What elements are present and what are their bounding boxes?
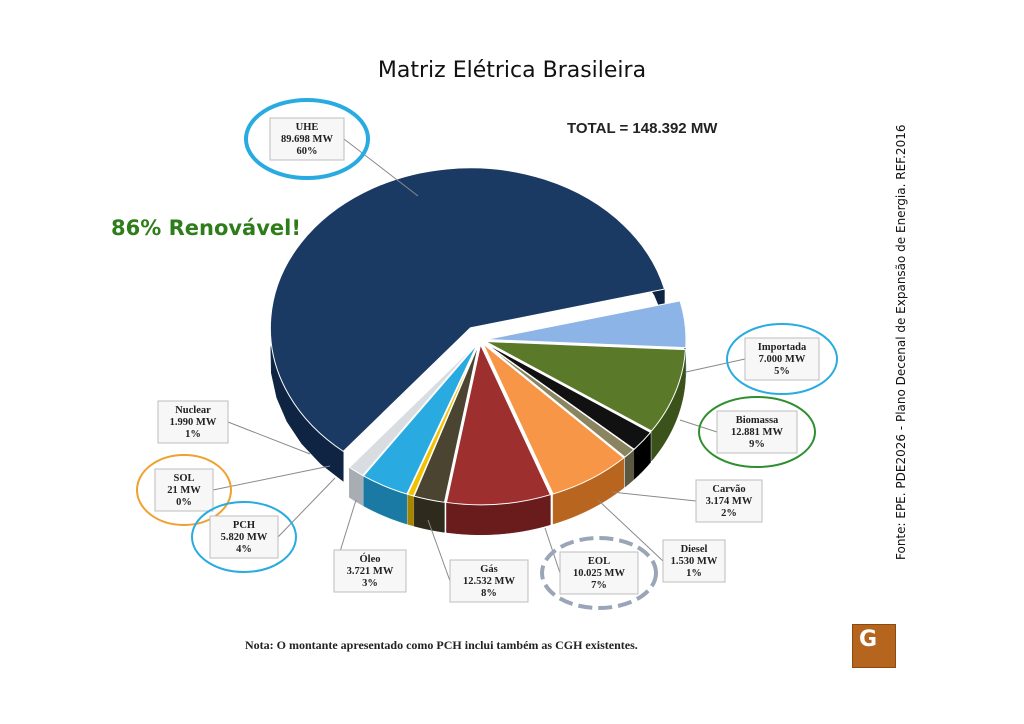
slice-label-name-nuclear: Nuclear [175, 405, 211, 416]
slice-label-pct-eol: 7% [591, 580, 607, 591]
slice-label-value-eol: 10.025 MW [573, 568, 625, 579]
slice-label-name-importada: Importada [758, 342, 807, 353]
pie-slice-pch [362, 343, 478, 495]
leader-line-pch [277, 477, 336, 538]
slice-label-value-nuclear: 1.990 MW [170, 417, 217, 428]
slice-label-name-uhe: UHE [296, 122, 319, 133]
slice-label-value-diesel: 1.530 MW [671, 556, 718, 567]
highlight-circle-biomassa [698, 396, 816, 468]
highlight-circle-uhe [244, 98, 370, 180]
slice-label-name-carvão: Carvão [712, 484, 745, 495]
slice-label-pct-gás: 8% [481, 588, 497, 599]
label-box-óleo [333, 549, 407, 593]
renewable-highlight: 86% Renovável! [111, 216, 301, 240]
slice-label-pct-importada: 5% [774, 366, 790, 377]
slice-label-name-sol: SOL [173, 473, 194, 484]
logo-letter: G [859, 627, 878, 652]
leader-line-importada [685, 358, 746, 373]
leader-line-diesel [597, 499, 664, 562]
pie-slice-importada [485, 300, 687, 349]
label-box-sol [154, 468, 214, 512]
pie-slice-eol [482, 343, 625, 495]
slice-label-name-gás: Gás [480, 564, 498, 575]
leader-line-biomassa [679, 419, 718, 433]
label-box-importada [744, 337, 820, 381]
slice-label-pct-diesel: 1% [686, 568, 702, 579]
chart-title: Matriz Elétrica Brasileira [377, 58, 647, 83]
slice-label-value-biomassa: 12.881 MW [731, 427, 783, 438]
leader-line-sol [212, 465, 331, 491]
slice-label-value-sol: 21 MW [167, 485, 201, 496]
slice-label-pct-nuclear: 1% [185, 429, 201, 440]
slice-label-pct-uhe: 60% [297, 146, 318, 157]
slice-label-name-óleo: Óleo [360, 553, 381, 565]
pie-slice-gás [445, 343, 552, 506]
slice-label-pct-óleo: 3% [362, 578, 378, 589]
slice-label-value-gás: 12.532 MW [463, 576, 515, 587]
highlight-circle-importada [726, 323, 838, 395]
slice-label-pct-pch: 4% [236, 544, 252, 555]
total-label: TOTAL = 148.392 MW [567, 120, 718, 137]
pie-slice-biomassa [485, 341, 686, 432]
label-box-diesel [662, 539, 726, 583]
pie-slice-diesel [484, 342, 635, 458]
slice-label-pct-sol: 0% [176, 497, 192, 508]
pie-side-sol [407, 493, 414, 527]
leader-line-carvão [611, 491, 697, 502]
slice-label-value-importada: 7.000 MW [759, 354, 806, 365]
highlight-circle-pch [191, 501, 297, 573]
pie-slice-carvão [484, 342, 652, 450]
slice-label-name-biomassa: Biomassa [736, 415, 779, 426]
slice-label-name-eol: EOL [588, 556, 610, 567]
footnote: Nota: O montante apresentado como PCH in… [245, 638, 638, 652]
leader-line-gás [427, 519, 451, 582]
pie-slice-óleo [413, 344, 480, 503]
label-box-pch [209, 515, 279, 559]
pie-slice-uhe [269, 167, 666, 453]
pie-slice-nuclear [348, 343, 477, 477]
pie-slice-sol [406, 344, 479, 497]
label-box-biomassa [716, 410, 798, 454]
label-box-eol [559, 551, 639, 595]
highlight-circle-sol [136, 454, 232, 526]
slice-label-pct-biomassa: 9% [749, 439, 765, 450]
slice-label-value-carvão: 3.174 MW [706, 496, 753, 507]
slice-label-name-diesel: Diesel [681, 544, 708, 555]
highlight-circle-eol [540, 536, 658, 610]
publisher-logo: G [852, 624, 896, 668]
slice-label-value-uhe: 89.698 MW [281, 134, 333, 145]
label-box-uhe [269, 117, 345, 161]
slice-label-pct-carvão: 2% [721, 508, 737, 519]
leader-line-uhe [343, 138, 419, 197]
pie-tops [269, 167, 687, 506]
label-box-carvão [695, 479, 763, 523]
slice-label-value-óleo: 3.721 MW [347, 566, 394, 577]
slice-label-name-pch: PCH [233, 520, 255, 531]
slice-label-value-pch: 5.820 MW [221, 532, 268, 543]
source-credit: Fonte: EPE. PDE2026 - Plano Decenal de E… [894, 125, 908, 561]
leader-line-nuclear [227, 421, 311, 455]
label-box-gás [449, 559, 529, 603]
label-box-nuclear [157, 400, 229, 444]
